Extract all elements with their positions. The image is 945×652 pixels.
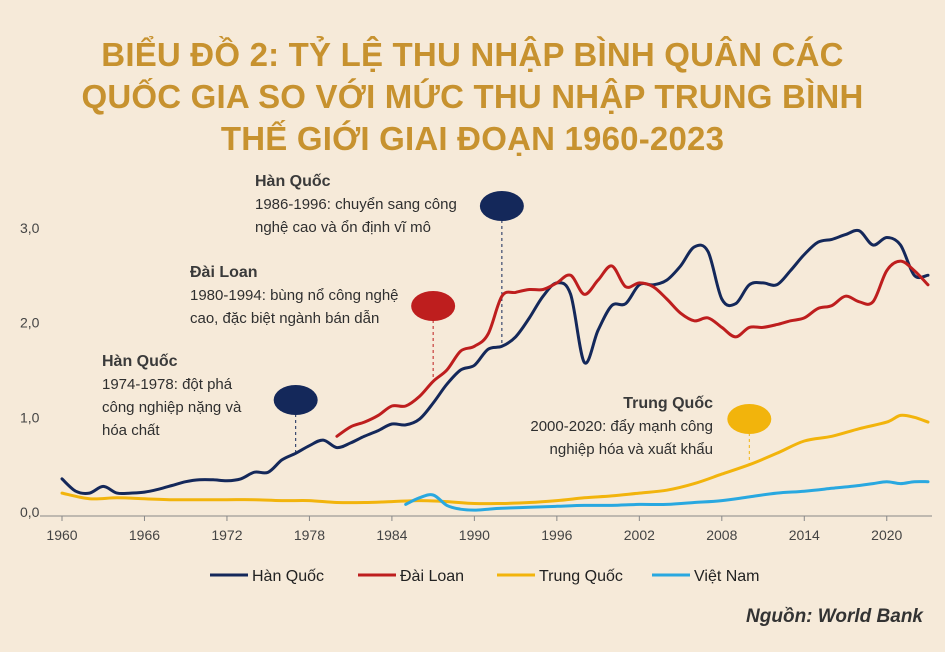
annotation-head: Trung Quốc [623, 395, 713, 412]
legend-label: Hàn Quốc [252, 568, 324, 585]
series-lines [60, 228, 930, 512]
y-tick-label: 3,0 [20, 220, 40, 236]
annotation-head: Đài Loan [190, 264, 258, 281]
legend-label: Trung Quốc [539, 568, 623, 585]
annotation-taiwan-1980: Đài Loan 1980-1994: bùng nổ công nghệ ca… [190, 261, 399, 330]
series-line-2 [60, 413, 930, 506]
x-tick-label: 2008 [706, 527, 737, 543]
y-tick-label: 0,0 [20, 504, 40, 520]
x-tick-label: 1996 [541, 527, 572, 543]
series-line-1 [335, 259, 930, 438]
annotation-body: 2000-2020: đẩy mạnh công nghiệp hóa và x… [530, 418, 713, 458]
annotation-connectors [295, 220, 750, 465]
x-tick-label: 1990 [459, 527, 490, 543]
annotation-marker [479, 191, 524, 221]
annotation-marker [273, 385, 318, 415]
x-tick-label: 1972 [211, 527, 242, 543]
annotation-china-2000: Trung Quốc 2000-2020: đẩy mạnh công nghi… [520, 392, 713, 461]
legend-label: Việt Nam [694, 568, 760, 585]
legend: Hàn Quốc Đài Loan Trung Quốc Việt Nam [210, 568, 760, 585]
source-note: Nguồn: World Bank [746, 606, 923, 627]
annotation-body: 1986-1996: chuyển sang công nghệ cao và … [255, 196, 457, 236]
chart-title-line-2: QUỐC GIA SO VỚI MỨC THU NHẬP TRUNG BÌNH [81, 78, 864, 115]
x-tick-label: 2002 [624, 527, 655, 543]
annotation-body: 1980-1994: bùng nổ công nghệ cao, đặc bi… [190, 287, 399, 327]
chart-title-line-3: THẾ GIỚI GIAI ĐOẠN 1960-2023 [220, 120, 725, 157]
chart-title: BIỂU ĐỒ 2: TỶ LỆ THU NHẬP BÌNH QUÂN CÁC … [0, 34, 945, 160]
y-tick-label: 1,0 [20, 409, 40, 425]
annotation-korea-1986: Hàn Quốc 1986-1996: chuyển sang công ngh… [255, 170, 457, 239]
axes [40, 515, 932, 521]
x-tick-label: 2014 [789, 527, 820, 543]
series-line-3 [404, 480, 930, 512]
x-tick-label: 1984 [376, 527, 407, 543]
series-line-0 [60, 228, 930, 496]
annotation-marker [727, 404, 772, 434]
chart-title-line-1: BIỂU ĐỒ 2: TỶ LỆ THU NHẬP BÌNH QUÂN CÁC [101, 36, 844, 73]
annotation-body: 1974-1978: đột phá công nghiệp nặng và h… [102, 376, 242, 439]
x-tick-label: 1978 [294, 527, 325, 543]
legend-label: Đài Loan [400, 568, 464, 585]
x-tick-label: 1960 [46, 527, 77, 543]
annotation-head: Hàn Quốc [255, 173, 331, 190]
x-tick-label: 1966 [129, 527, 160, 543]
y-tick-label: 2,0 [20, 315, 40, 331]
annotation-korea-1974: Hàn Quốc 1974-1978: đột phá công nghiệp … [102, 350, 241, 442]
x-tick-label: 2020 [871, 527, 902, 543]
annotation-head: Hàn Quốc [102, 353, 178, 370]
tick-labels: 0,0 1,0 2,0 3,0 1960 1966 1972 1978 1984 1990 1996… [20, 220, 903, 543]
annotation-marker [411, 291, 456, 321]
annotation-markers [273, 191, 772, 434]
